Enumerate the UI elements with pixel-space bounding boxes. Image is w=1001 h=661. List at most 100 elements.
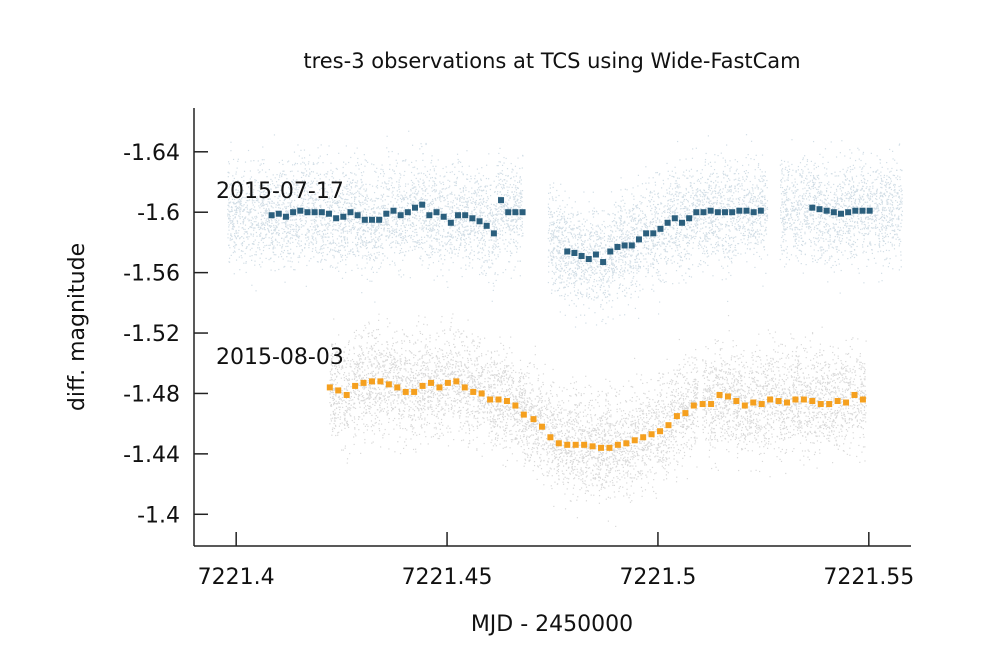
raw-point-1 bbox=[250, 190, 252, 193]
raw-point-1 bbox=[296, 207, 299, 209]
raw-point-1 bbox=[362, 223, 364, 225]
raw-point-1 bbox=[422, 228, 424, 230]
raw-point-1 bbox=[598, 238, 600, 240]
raw-point-1 bbox=[243, 240, 245, 243]
raw-point-1 bbox=[313, 220, 316, 223]
raw-point-1 bbox=[551, 235, 553, 237]
raw-point-1 bbox=[373, 238, 375, 240]
raw-point-1 bbox=[421, 225, 423, 227]
raw-point-1 bbox=[271, 180, 273, 182]
raw-point-1 bbox=[556, 225, 559, 227]
raw-point-1 bbox=[427, 192, 429, 195]
raw-point-1 bbox=[358, 251, 360, 253]
raw-point-1 bbox=[342, 189, 344, 192]
raw-point-1 bbox=[520, 199, 522, 202]
raw-point-1 bbox=[657, 212, 659, 215]
raw-point-1 bbox=[346, 180, 349, 182]
raw-point-1 bbox=[369, 257, 371, 259]
raw-point-1 bbox=[474, 182, 476, 184]
raw-point-1 bbox=[457, 207, 459, 209]
raw-point-1 bbox=[644, 225, 646, 227]
raw-point-1 bbox=[517, 260, 519, 262]
raw-point-1 bbox=[291, 208, 294, 210]
raw-point-1 bbox=[581, 268, 583, 271]
raw-point-1 bbox=[474, 178, 476, 180]
raw-point-1 bbox=[364, 245, 366, 247]
raw-point-1 bbox=[338, 227, 340, 229]
raw-point-1 bbox=[490, 229, 492, 231]
raw-point-1 bbox=[593, 210, 596, 213]
raw-point-1 bbox=[298, 155, 300, 157]
raw-point-1 bbox=[630, 271, 632, 273]
raw-point-1 bbox=[337, 206, 340, 208]
raw-point-1 bbox=[675, 236, 678, 238]
raw-point-1 bbox=[336, 244, 338, 246]
raw-point-1 bbox=[241, 227, 243, 229]
raw-point-1 bbox=[259, 207, 261, 209]
raw-point-1 bbox=[518, 206, 520, 209]
raw-point-1 bbox=[469, 238, 471, 240]
raw-point-1 bbox=[297, 256, 299, 259]
raw-point-1 bbox=[309, 172, 311, 174]
raw-point-1 bbox=[496, 165, 498, 167]
raw-point-1 bbox=[657, 262, 660, 265]
raw-point-1 bbox=[380, 223, 382, 226]
raw-point-1 bbox=[729, 185, 731, 187]
raw-point-1 bbox=[332, 233, 334, 235]
raw-point-1 bbox=[440, 249, 442, 251]
raw-point-1 bbox=[294, 188, 296, 190]
raw-point-1 bbox=[429, 225, 431, 227]
raw-point-1 bbox=[263, 226, 266, 229]
raw-point-1 bbox=[373, 164, 375, 166]
raw-point-1 bbox=[449, 226, 451, 228]
raw-point-1 bbox=[570, 262, 572, 264]
raw-point-1 bbox=[443, 230, 445, 232]
raw-point-1 bbox=[294, 234, 296, 237]
raw-point-1 bbox=[415, 160, 417, 162]
raw-point-1 bbox=[246, 192, 248, 194]
raw-point-1 bbox=[431, 213, 434, 215]
raw-point-1 bbox=[473, 239, 475, 241]
raw-point-1 bbox=[761, 177, 763, 179]
raw-point-1 bbox=[436, 228, 439, 231]
raw-point-1 bbox=[271, 222, 273, 224]
raw-point-1 bbox=[358, 254, 360, 257]
raw-point-1 bbox=[300, 205, 302, 207]
raw-point-1 bbox=[490, 236, 492, 238]
raw-point-1 bbox=[359, 235, 362, 237]
raw-point-1 bbox=[350, 204, 352, 206]
raw-point-1 bbox=[248, 214, 250, 216]
raw-point-1 bbox=[760, 240, 762, 242]
raw-point-1 bbox=[282, 258, 284, 260]
raw-point-1 bbox=[447, 206, 449, 208]
raw-point-1 bbox=[342, 229, 344, 231]
raw-point-1 bbox=[759, 221, 762, 223]
raw-point-1 bbox=[396, 225, 399, 227]
raw-point-1 bbox=[241, 198, 243, 200]
raw-point-1 bbox=[673, 198, 675, 200]
raw-point-1 bbox=[516, 231, 518, 233]
raw-point-1 bbox=[514, 191, 516, 193]
raw-point-1 bbox=[356, 147, 358, 149]
raw-point-1 bbox=[423, 173, 425, 175]
raw-point-1 bbox=[287, 228, 289, 230]
raw-point-1 bbox=[481, 248, 483, 250]
raw-point-1 bbox=[430, 223, 432, 226]
raw-point-1 bbox=[454, 219, 456, 221]
raw-point-1 bbox=[388, 177, 390, 179]
raw-point-1 bbox=[373, 224, 375, 226]
raw-point-1 bbox=[313, 218, 316, 221]
raw-point-1 bbox=[289, 242, 291, 244]
raw-point-1 bbox=[641, 202, 643, 204]
raw-point-1 bbox=[358, 168, 360, 170]
raw-point-1 bbox=[374, 215, 377, 217]
raw-point-1 bbox=[750, 158, 752, 160]
raw-point-1 bbox=[441, 207, 443, 210]
raw-point-1 bbox=[451, 234, 453, 236]
raw-point-1 bbox=[275, 181, 278, 183]
raw-point-1 bbox=[495, 240, 497, 243]
raw-point-1 bbox=[292, 228, 294, 231]
raw-point-1 bbox=[362, 233, 364, 236]
raw-point-1 bbox=[291, 200, 293, 202]
raw-point-1 bbox=[421, 145, 423, 148]
